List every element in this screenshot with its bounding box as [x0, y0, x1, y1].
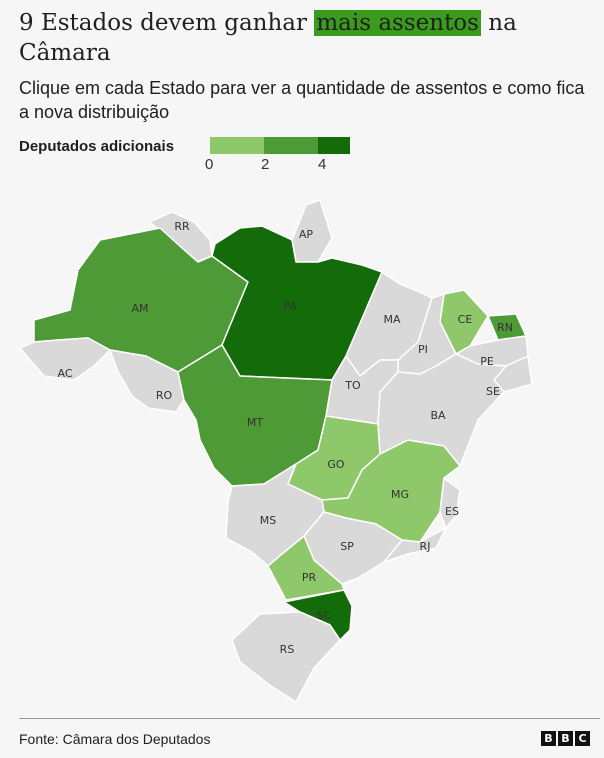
legend-swatch-high [318, 137, 350, 154]
legend-tick-0: 0 [205, 156, 214, 173]
title-end: na Câmara [19, 10, 517, 66]
legend-scale [210, 137, 350, 154]
legend-swatch-mid [264, 137, 318, 154]
legend-swatch-low [210, 137, 264, 154]
legend-tick-2: 2 [261, 156, 270, 173]
bbc-logo-letter: C [575, 731, 590, 746]
state-rj[interactable] [383, 527, 447, 563]
state-ro[interactable] [109, 349, 185, 413]
legend-label: Deputados adicionais [19, 138, 175, 155]
state-ac[interactable] [19, 337, 111, 381]
footer-divider [19, 718, 600, 719]
source-note: Fonte: Câmara dos Deputados [19, 731, 211, 747]
state-rs[interactable] [231, 611, 341, 703]
subtitle: Clique em cada Estado para ver a quantid… [19, 78, 585, 122]
state-ap[interactable] [291, 199, 333, 263]
bbc-logo-letter: B [558, 731, 573, 746]
page-title: 9 Estados devem ganhar mais assentos na … [19, 8, 589, 68]
title-highlight: mais assentos [314, 10, 481, 36]
title-start: 9 Estados devem ganhar [19, 10, 315, 36]
legend-tick-4: 4 [318, 156, 327, 173]
bbc-logo-letter: B [541, 731, 556, 746]
bbc-logo: B B C [541, 731, 590, 746]
state-es[interactable] [439, 477, 461, 529]
state-pr[interactable] [267, 535, 345, 601]
